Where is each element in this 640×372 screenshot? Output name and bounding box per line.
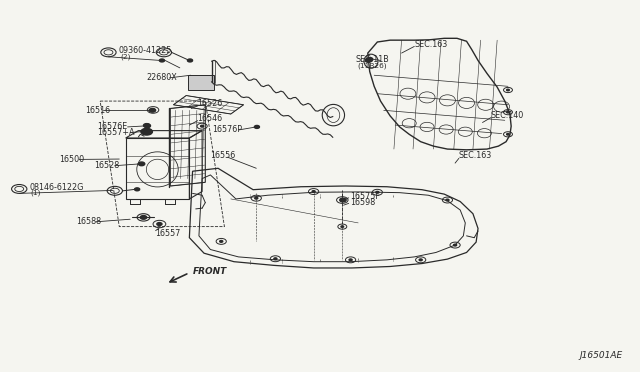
Text: FRONT: FRONT (193, 267, 227, 276)
Circle shape (341, 226, 344, 227)
Circle shape (255, 197, 258, 199)
Circle shape (143, 124, 150, 127)
Circle shape (507, 89, 509, 91)
Text: J16501AE: J16501AE (579, 351, 623, 360)
Circle shape (454, 244, 456, 246)
Text: (2): (2) (120, 54, 131, 60)
Text: 16576P: 16576P (212, 125, 242, 134)
Circle shape (507, 134, 509, 135)
Circle shape (140, 215, 147, 219)
Circle shape (220, 240, 223, 242)
Circle shape (149, 109, 156, 112)
Text: 16546: 16546 (198, 114, 223, 123)
Circle shape (159, 59, 164, 62)
Circle shape (274, 258, 277, 260)
Text: 22680X: 22680X (147, 73, 177, 82)
Circle shape (144, 124, 150, 128)
Circle shape (151, 109, 155, 111)
Circle shape (142, 129, 151, 134)
Text: 08146-6122G: 08146-6122G (29, 183, 84, 192)
Text: 16500: 16500 (59, 155, 84, 164)
Circle shape (134, 188, 140, 191)
Text: 16588: 16588 (77, 217, 102, 226)
Circle shape (141, 128, 152, 135)
Text: 16556: 16556 (210, 151, 235, 160)
Circle shape (446, 199, 449, 201)
Text: 16576E: 16576E (97, 122, 127, 131)
Text: 16557: 16557 (156, 230, 181, 238)
Text: (11B26): (11B26) (357, 62, 387, 68)
Text: 16516: 16516 (86, 106, 111, 115)
Circle shape (188, 59, 193, 62)
Circle shape (349, 259, 352, 261)
Circle shape (200, 125, 204, 127)
Text: SEC.163: SEC.163 (414, 40, 447, 49)
Circle shape (376, 191, 379, 193)
Circle shape (138, 162, 145, 166)
Circle shape (365, 59, 372, 62)
Text: (1): (1) (31, 190, 41, 196)
Polygon shape (188, 75, 214, 90)
Circle shape (340, 199, 344, 201)
Text: 09360-41225: 09360-41225 (118, 46, 172, 55)
Circle shape (419, 259, 422, 261)
Text: SEC.163: SEC.163 (459, 151, 492, 160)
Text: 16598: 16598 (350, 198, 375, 207)
Text: 16526: 16526 (198, 99, 223, 108)
Circle shape (507, 111, 509, 113)
Text: 16575F: 16575F (350, 192, 380, 201)
Circle shape (340, 198, 346, 202)
Text: 16557+A: 16557+A (97, 128, 134, 137)
Circle shape (367, 58, 373, 61)
Text: SEC.11B: SEC.11B (356, 55, 389, 64)
Text: 16528: 16528 (95, 161, 120, 170)
Circle shape (254, 125, 259, 128)
Circle shape (157, 222, 162, 225)
Circle shape (312, 191, 315, 192)
Text: SEC.140: SEC.140 (491, 110, 524, 120)
